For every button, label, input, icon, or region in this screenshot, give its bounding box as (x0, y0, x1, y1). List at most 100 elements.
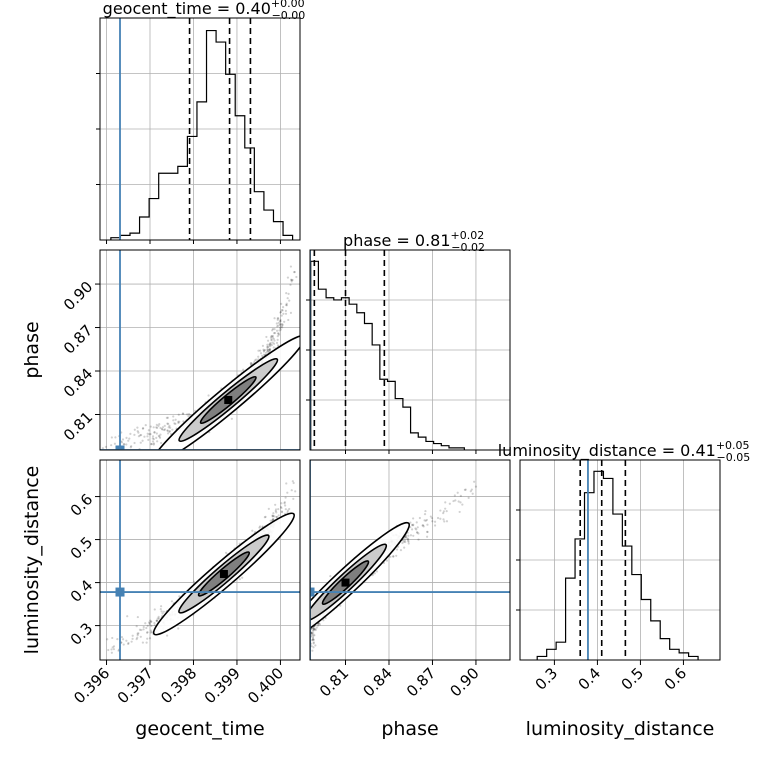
x-tick-label: 0.400 (244, 664, 287, 707)
sample-point (306, 626, 308, 628)
sample-point (157, 451, 159, 453)
sample-point (93, 445, 95, 447)
sample-point (150, 443, 153, 446)
sample-point (259, 349, 262, 352)
sample-point (312, 628, 316, 631)
sample-point (152, 426, 155, 429)
sample-point (288, 507, 291, 511)
y-tick-label: 0.81 (60, 408, 96, 444)
scatter-panel-geocent-time-vs-luminosity-distance (99, 459, 301, 661)
sample-point (392, 555, 395, 558)
truth-marker (310, 587, 315, 597)
sample-point (169, 426, 172, 429)
sample-point (279, 320, 282, 323)
sample-point (187, 414, 190, 418)
sample-point (111, 646, 114, 649)
sample-point (281, 326, 284, 329)
sample-point (166, 422, 169, 425)
sample-point (159, 426, 162, 430)
sample-point (146, 435, 149, 438)
sample-point (136, 632, 139, 635)
sample-point (110, 436, 113, 439)
sample-point (269, 519, 272, 522)
sample-point (144, 424, 147, 427)
sample-point (410, 528, 414, 531)
sample-point (280, 510, 283, 513)
sample-point (421, 524, 424, 527)
sample-point (453, 494, 456, 497)
sample-point (269, 343, 272, 346)
sample-point (136, 634, 139, 637)
sample-point (106, 638, 109, 641)
sample-point (395, 554, 398, 557)
sample-point (470, 488, 473, 491)
sample-point (156, 440, 159, 443)
sample-point (272, 342, 276, 345)
sample-point (91, 446, 93, 448)
sample-point (280, 511, 284, 514)
sample-point (133, 433, 136, 436)
sample-point (146, 631, 149, 634)
sample-point (273, 331, 277, 335)
sample-point (306, 638, 308, 640)
sample-point (426, 535, 429, 538)
histogram-geocent-time: geocent_time = 0.40+0.00 −0.00 (96, 0, 305, 241)
sample-point (177, 421, 180, 425)
sample-point (312, 632, 315, 635)
sample-point (426, 530, 429, 533)
sample-point (177, 627, 180, 630)
sample-point (424, 519, 427, 522)
truth-marker (115, 587, 125, 597)
sample-point (162, 610, 165, 613)
x-axis-label-phase: phase (381, 718, 438, 740)
sample-point (263, 516, 266, 519)
sample-point (415, 521, 418, 524)
panel-frame (99, 459, 301, 661)
sample-point (461, 503, 464, 506)
sample-point (160, 610, 163, 613)
sample-point (287, 318, 290, 322)
sample-point (238, 578, 241, 581)
sample-point (136, 636, 139, 639)
sample-point (125, 443, 128, 446)
x-tick-label: 0.5 (618, 664, 648, 694)
sample-point (272, 337, 275, 340)
sample-point (148, 637, 152, 640)
sample-point (280, 324, 284, 327)
scatter-layer (91, 249, 511, 661)
sample-point (403, 539, 406, 542)
sample-point (269, 344, 272, 348)
x-tick-label: 0.396 (70, 664, 113, 707)
sample-point (242, 368, 245, 371)
sample-point (152, 443, 155, 446)
sample-point (168, 430, 171, 433)
sample-point (271, 329, 274, 332)
sample-point (266, 348, 270, 351)
sample-point (174, 418, 177, 421)
sample-point (310, 632, 313, 635)
sample-point (277, 317, 280, 320)
sample-point (149, 432, 152, 436)
sample-point (129, 432, 132, 435)
sample-point (161, 426, 165, 429)
sample-point (277, 324, 280, 327)
histogram-layer: geocent_time = 0.40+0.00 −0.00 phase = 0.8… (96, 0, 750, 661)
sample-point (444, 501, 447, 504)
sample-point (276, 338, 279, 341)
sample-point (291, 278, 294, 282)
x-tick-label: 0.3 (532, 664, 562, 694)
sample-point (170, 600, 174, 603)
sample-point (127, 439, 130, 442)
sample-point (270, 338, 273, 341)
sample-point (110, 651, 113, 654)
sample-point (276, 317, 279, 320)
sample-point (259, 352, 263, 355)
sample-point (406, 538, 409, 541)
sample-point (273, 317, 276, 320)
sample-point (409, 534, 413, 537)
sample-point (147, 429, 150, 432)
sample-point (112, 648, 116, 651)
sample-point (166, 432, 170, 435)
sample-point (264, 351, 268, 354)
sample-point (279, 311, 282, 314)
